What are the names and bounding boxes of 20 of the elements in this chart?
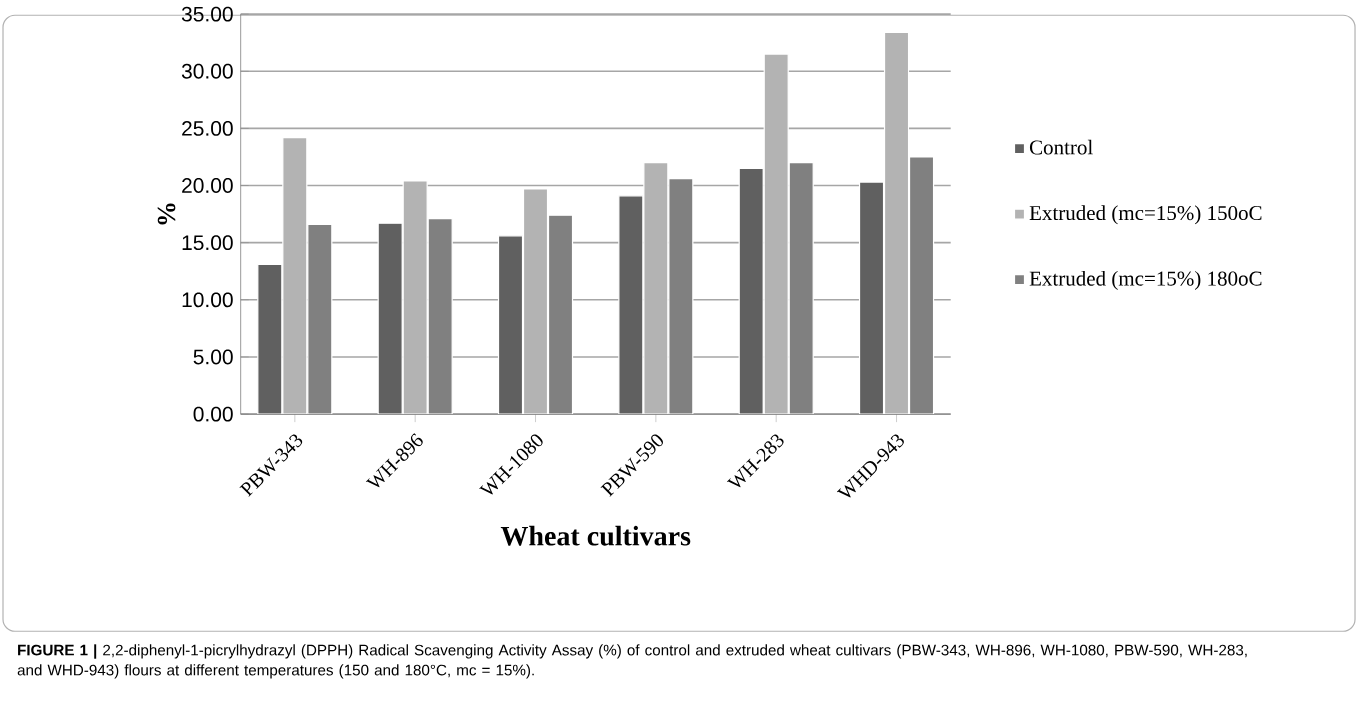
x-axis-title: Wheat cultivars [500,525,691,546]
bar [643,161,669,414]
legend-label: Extruded (mc=15%) 180oC [1029,270,1262,290]
bar [883,31,910,414]
y-tick-label: 0.00 [193,406,233,422]
bar [402,180,428,414]
y-tick-label: 10.00 [182,292,233,308]
y-tick-label: 15.00 [182,235,233,250]
legend-label: Control [1029,139,1093,155]
bar [522,188,549,414]
text: FIGURE 1 | 2,2-diphenyl-1-picrylhydrazyl (DPPH) Radical Scavenging Activity Assay (%) of control and extruded wheat cultivars (PBW-343, WH-896, WH-1080, PBW-590, WH-283, and WHD-943) flours at different temperatures (150 and 180°C, mc = 15%). [17,644,1247,679]
bar [763,53,789,414]
y-tick-label: 35.00 [181,6,233,22]
y-tick-label: 5.00 [193,349,233,365]
y-tick-label: 20.00 [182,177,233,193]
y-axis-title: % [157,203,176,225]
legend-label: Extruded (mc=15%) 150oC [1029,205,1262,225]
y-tick-label: 25.00 [182,120,233,136]
bar [282,136,308,414]
y-tick-label: 30.00 [181,63,233,79]
